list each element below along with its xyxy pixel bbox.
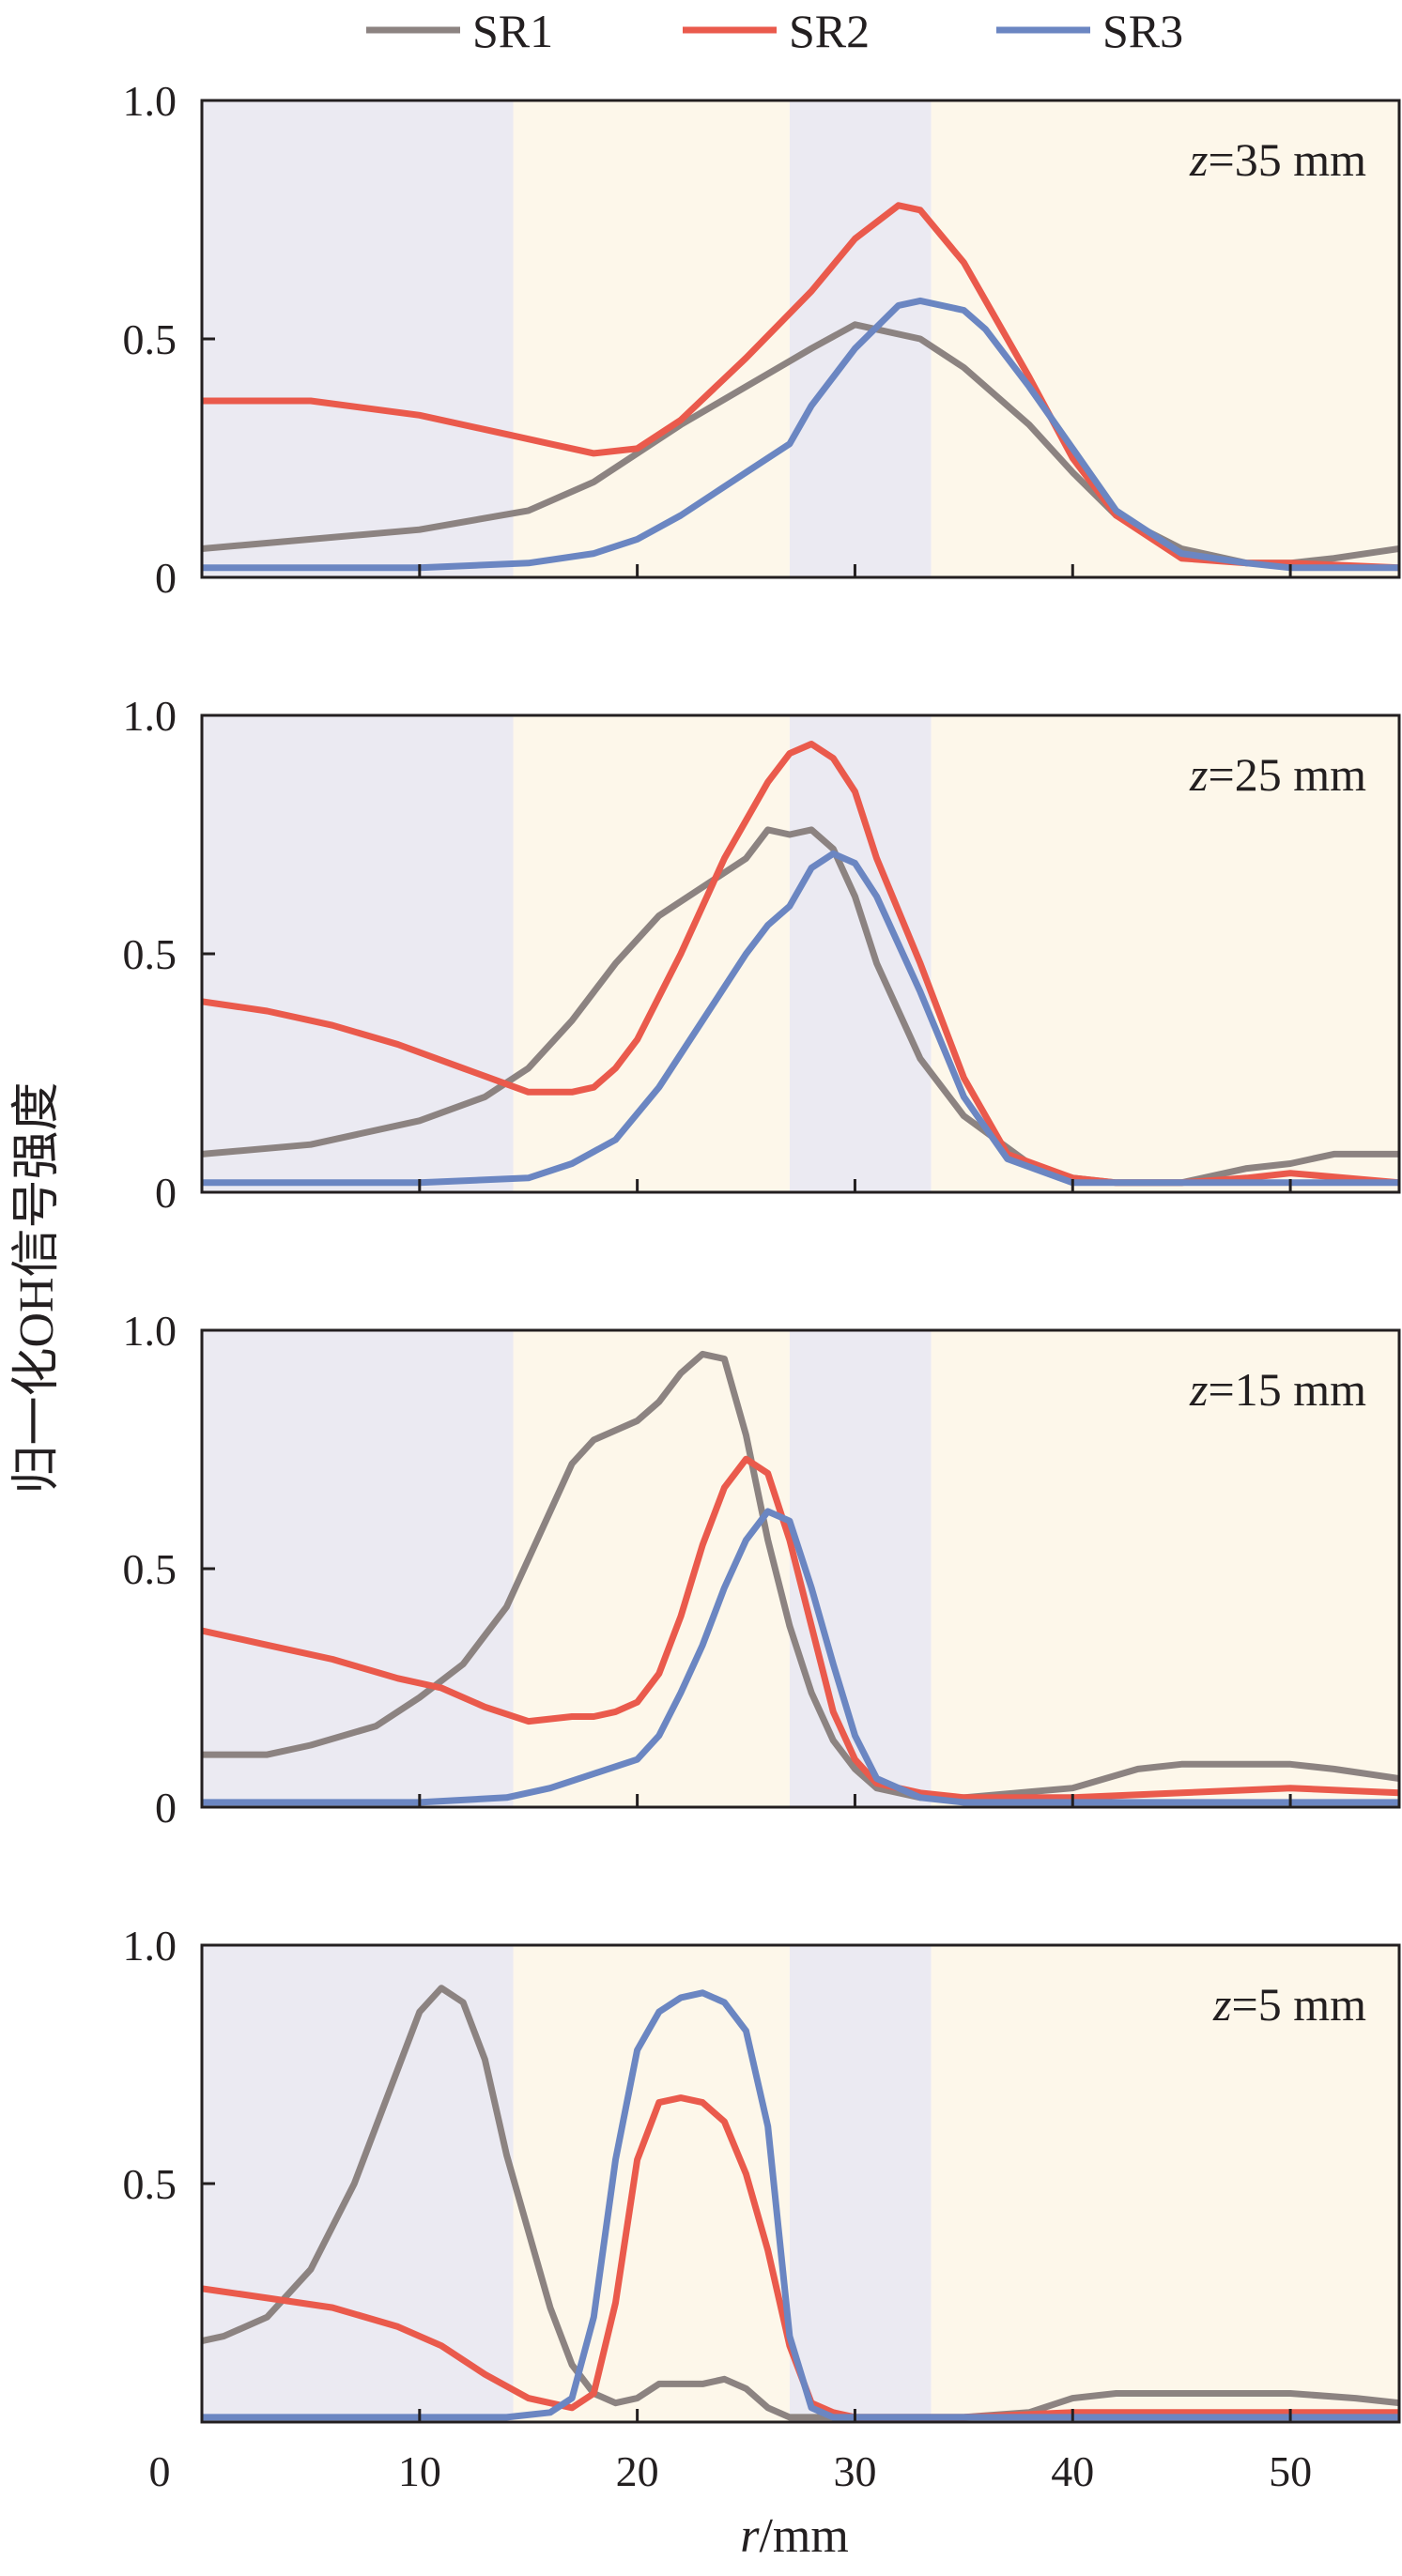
background-band-2 (513, 1330, 790, 1807)
series-lines (202, 1350, 1399, 1806)
x-axis-title: r/mm (740, 2509, 849, 2563)
background-band-3 (789, 1330, 932, 1807)
z-annotation: z=15 mm (1189, 1363, 1366, 1416)
legend-label-sr2: SR2 (789, 5, 870, 57)
z-annotation-var: z (1189, 748, 1208, 801)
series-line-sr2 (202, 1455, 1399, 1802)
z-annotation: z=35 mm (1189, 133, 1366, 186)
series-line-sr1 (202, 1350, 1399, 1802)
series-line-sr1 (202, 1985, 1399, 2421)
background-band-1 (202, 715, 514, 1192)
y-tick-label: 1.0 (123, 692, 177, 740)
x-tick-label-20: 20 (616, 2447, 659, 2495)
z-annotation-value: =15 mm (1209, 1363, 1367, 1416)
y-tick-label: 0.5 (123, 1545, 177, 1593)
series-line-sr3 (202, 1989, 1399, 2421)
x-tick-label-40: 40 (1051, 2447, 1094, 2495)
series-line-sr3 (202, 850, 1399, 1187)
background-band-4 (931, 1945, 1399, 2422)
x-tick-label-0: 0 (149, 2447, 171, 2495)
y-tick-label: 0 (155, 554, 177, 602)
panel-4: 0.5 1.0 z=5 mm (123, 1922, 1401, 2424)
background-band-3 (789, 1945, 932, 2422)
z-annotation-var: z (1189, 133, 1208, 186)
background-band-4 (931, 715, 1399, 1192)
legend-label-sr1: SR1 (472, 5, 553, 57)
series-lines (202, 741, 1399, 1187)
series-line-sr2 (202, 202, 1399, 572)
z-annotation-value: =25 mm (1209, 748, 1367, 801)
legend: SR1 SR2 SR3 (366, 5, 1183, 57)
panel-1: 0 0.5 1.0 z=35 mm (123, 77, 1401, 602)
y-tick-label: 0.5 (123, 2160, 177, 2208)
y-tick-label: 1.0 (123, 77, 177, 125)
background-band-1 (202, 1330, 514, 1807)
x-tick-label-10: 10 (398, 2447, 441, 2495)
z-annotation-value: =35 mm (1209, 133, 1367, 186)
x-axis-title-unit: /mm (759, 2509, 848, 2563)
panel-3: 0 0.5 1.0 z=15 mm (123, 1307, 1401, 1832)
series-line-sr3 (202, 1508, 1399, 1806)
x-tick-label-50: 50 (1269, 2447, 1312, 2495)
z-annotation-var: z (1212, 1978, 1231, 2031)
z-annotation: z=25 mm (1189, 748, 1366, 801)
z-annotation: z=5 mm (1212, 1978, 1366, 2031)
series-line-sr3 (202, 297, 1399, 572)
panel-2: 0 0.5 1.0 z=25 mm (123, 692, 1401, 1217)
series-lines (202, 202, 1399, 572)
background-band-2 (513, 100, 790, 577)
y-tick-label: 1.0 (123, 1307, 177, 1355)
y-tick-label: 0.5 (123, 315, 177, 363)
background-band-1 (202, 100, 514, 577)
y-axis-title: 归一化OH信号强度 (10, 1081, 64, 1494)
x-tick-label-30: 30 (833, 2447, 876, 2495)
y-tick-label: 0.5 (123, 930, 177, 978)
y-tick-label: 0 (155, 1169, 177, 1217)
z-annotation-value: =5 mm (1232, 1978, 1367, 2031)
y-tick-label: 0 (155, 1784, 177, 1832)
background-band-4 (931, 1330, 1399, 1807)
series-lines (202, 1985, 1399, 2421)
x-axis-title-var: r (740, 2509, 760, 2563)
legend-label-sr3: SR3 (1102, 5, 1183, 57)
z-annotation-var: z (1189, 1363, 1208, 1416)
background-band-3 (789, 715, 932, 1192)
y-tick-label: 1.0 (123, 1922, 177, 1970)
